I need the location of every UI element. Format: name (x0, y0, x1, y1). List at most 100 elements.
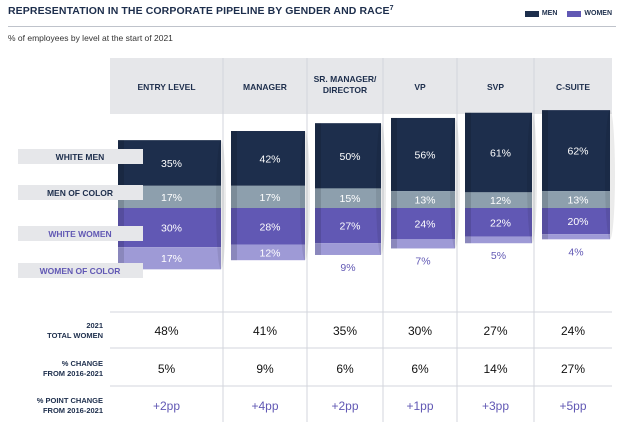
segment-shade (118, 247, 124, 270)
segment-men-of-color (118, 185, 221, 208)
row-label-band (18, 185, 143, 200)
stack-group-0-3: 17% (118, 247, 221, 270)
segment-shade (231, 244, 237, 261)
segment-shade (231, 208, 237, 245)
stack-group-5-3: 4% (542, 234, 610, 258)
data-label: 30% (161, 223, 182, 235)
segment-shade (391, 239, 397, 249)
stack-group-4-3: 5% (465, 236, 532, 262)
segment-women-of-color (391, 239, 455, 249)
data-label: 15% (339, 193, 360, 205)
stack-group-1-2: 28% (231, 208, 305, 245)
data-label: 17% (161, 192, 182, 204)
row-label-3: WOMEN OF COLOR (40, 266, 121, 276)
data-label: 28% (259, 221, 280, 233)
segment-shade (542, 234, 548, 240)
summary-value-1-2: 6% (336, 362, 354, 376)
column-header-2: DIRECTOR (323, 85, 367, 95)
data-label: 61% (490, 148, 511, 160)
stack-group-2-0: 50% (315, 123, 381, 189)
data-label: 42% (259, 153, 280, 165)
cylinder-cap (605, 110, 615, 240)
stack-group-5-1: 13% (542, 191, 610, 208)
legend-swatch-women (567, 10, 582, 17)
data-label: 13% (414, 195, 435, 207)
summary-value-1-0: 5% (158, 362, 176, 376)
summary-row-label-0: TOTAL WOMEN (47, 331, 103, 340)
segment-white-men (315, 123, 381, 189)
stack-group-5-0: 62% (542, 110, 610, 192)
data-label: 22% (490, 217, 511, 229)
summary-value-1-3: 6% (411, 362, 429, 376)
segment-white-men (542, 110, 610, 192)
segment-white-women (231, 208, 305, 245)
legend-label-women: WOMEN (584, 10, 612, 17)
cylinder-cap (527, 112, 537, 244)
summary-row-label-1: FROM 2016-2021 (43, 369, 103, 378)
summary-value-0-5: 24% (561, 324, 585, 338)
segment-shade (315, 208, 321, 244)
stack-group-3-1: 13% (391, 191, 455, 208)
summary-row-label-2: FROM 2016-2021 (43, 406, 103, 415)
data-label: 17% (161, 253, 182, 265)
data-label: 4% (568, 246, 583, 258)
row-label-0: WHITE MEN (56, 152, 105, 162)
stack-group-1-0: 42% (231, 131, 305, 186)
summary-value-1-5: 27% (561, 362, 585, 376)
chart-subtitle: % of employees by level at the start of … (8, 33, 173, 43)
stack-group-4-0: 61% (465, 112, 532, 193)
data-label: 9% (340, 262, 355, 274)
segment-shade (465, 236, 471, 244)
segment-shade (231, 131, 237, 186)
cylinder-cap (300, 131, 310, 261)
data-label: 13% (567, 195, 588, 207)
footnote-mark: 7 (389, 5, 394, 12)
column-header-5: C-SUITE (556, 82, 590, 92)
summary-value-0-4: 27% (483, 324, 507, 338)
stack-group-4-1: 12% (465, 192, 532, 208)
segment-women-of-color (118, 247, 221, 270)
data-label: 24% (414, 219, 435, 231)
segment-men-of-color (542, 191, 610, 208)
stack-group-5-2: 20% (542, 208, 610, 235)
segment-shade (231, 185, 237, 208)
segment-white-men (231, 131, 305, 186)
chart-title: REPRESENTATION IN THE CORPORATE PIPELINE… (8, 5, 394, 17)
cylinder-cap (216, 140, 226, 270)
legend-swatch-men (524, 10, 539, 17)
summary-value-0-0: 48% (154, 324, 178, 338)
row-label-1: MEN OF COLOR (47, 188, 113, 198)
stack-group-2-2: 27% (315, 208, 381, 244)
segment-shade (542, 191, 548, 208)
segment-men-of-color (465, 192, 532, 208)
stack-group-4-2: 22% (465, 208, 532, 237)
stack-group-1-3: 12% (231, 244, 305, 261)
column-header-0: ENTRY LEVEL (137, 82, 195, 92)
column-header-3: VP (414, 82, 426, 92)
summary-row-label-2: % POINT CHANGE (37, 396, 103, 405)
data-label: 50% (339, 151, 360, 163)
segment-shade (542, 110, 548, 192)
segment-white-women (465, 208, 532, 237)
segment-white-women (542, 208, 610, 235)
segment-shade (315, 188, 321, 208)
segment-women-of-color (465, 236, 532, 244)
data-label: 62% (567, 146, 588, 158)
segment-shade (315, 123, 321, 189)
column-header-1: MANAGER (243, 82, 287, 92)
summary-row-label-1: % CHANGE (62, 359, 103, 368)
summary-row-label-0: 2021 (86, 321, 103, 330)
data-label: 56% (414, 149, 435, 161)
summary-value-2-2: +2pp (331, 399, 358, 413)
segment-shade (465, 192, 471, 208)
row-label-band (18, 263, 143, 278)
segment-white-men (391, 117, 455, 192)
data-label: 35% (161, 158, 182, 170)
data-label: 20% (567, 216, 588, 228)
data-label: 5% (491, 250, 506, 262)
data-label: 17% (259, 192, 280, 204)
segment-women-of-color (231, 244, 305, 261)
title-divider (8, 26, 616, 27)
segment-women-of-color (542, 234, 610, 240)
